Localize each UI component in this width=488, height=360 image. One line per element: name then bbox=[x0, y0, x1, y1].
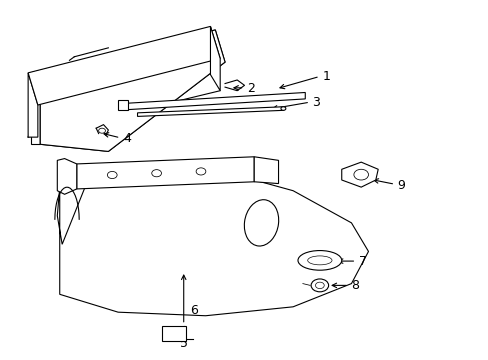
Polygon shape bbox=[30, 30, 224, 105]
Polygon shape bbox=[77, 157, 254, 189]
Polygon shape bbox=[210, 26, 220, 91]
Text: 8: 8 bbox=[351, 279, 359, 292]
Ellipse shape bbox=[297, 251, 341, 270]
Text: 4: 4 bbox=[122, 132, 131, 145]
Circle shape bbox=[281, 107, 285, 111]
Polygon shape bbox=[57, 158, 77, 194]
Text: 7: 7 bbox=[358, 255, 366, 268]
Text: 5: 5 bbox=[180, 337, 187, 350]
Polygon shape bbox=[57, 180, 368, 316]
Polygon shape bbox=[118, 100, 127, 110]
Polygon shape bbox=[30, 73, 40, 144]
Polygon shape bbox=[127, 93, 305, 110]
Polygon shape bbox=[28, 73, 38, 137]
Text: 9: 9 bbox=[397, 179, 405, 192]
Polygon shape bbox=[30, 30, 224, 152]
Text: 2: 2 bbox=[246, 82, 254, 95]
Text: 1: 1 bbox=[322, 70, 329, 83]
Polygon shape bbox=[341, 162, 377, 187]
Text: 3: 3 bbox=[312, 96, 320, 109]
Circle shape bbox=[310, 279, 328, 292]
Text: 6: 6 bbox=[190, 304, 198, 317]
Polygon shape bbox=[40, 62, 224, 152]
Ellipse shape bbox=[244, 200, 278, 246]
Polygon shape bbox=[40, 105, 108, 152]
Polygon shape bbox=[162, 327, 186, 341]
Polygon shape bbox=[28, 26, 220, 105]
Polygon shape bbox=[254, 157, 278, 184]
Polygon shape bbox=[137, 107, 283, 116]
